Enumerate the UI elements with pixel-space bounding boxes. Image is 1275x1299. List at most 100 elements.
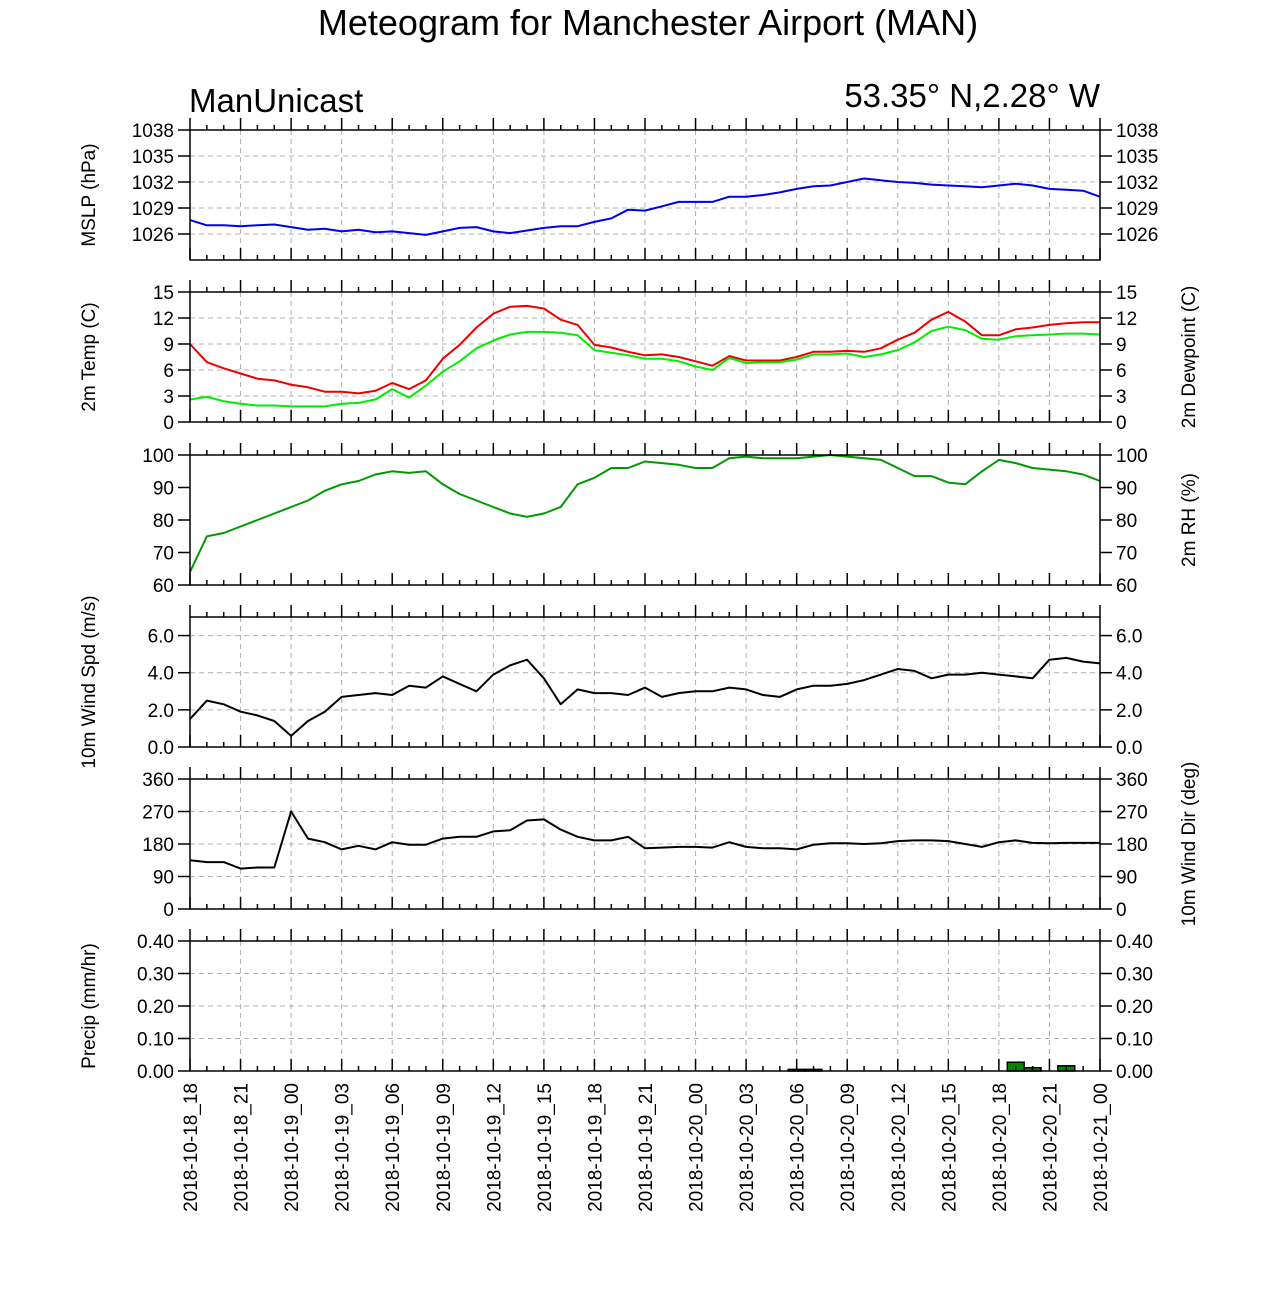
y-axis-title-right: 2m Dewpoint (C) (1179, 286, 1200, 429)
y-tick-label-left: 100 (142, 446, 174, 467)
y-tick-label-left: 90 (153, 868, 174, 889)
y-tick-label-left: 70 (153, 544, 174, 565)
series-line-temperature-1 (189, 325, 1101, 408)
panel-wind-direction: 0 0 90 90 180 180 270 270 360 360 10m Wind Dir (de… (142, 762, 1200, 927)
series-line-mslp-0 (189, 177, 1101, 236)
time-axis-label: 2018-10-19_09 (434, 1083, 455, 1212)
station-coordinates-label: 53.35° N,2.28° W (844, 77, 1101, 114)
panel-mslp: 1026 1026 1029 1029 1032 1032 1035 1035 1038 1038… (79, 118, 1158, 261)
y-axis-title-left: 10m Wind Spd (m/s) (79, 595, 100, 768)
y-tick-label-left: 90 (153, 479, 174, 500)
y-tick-label-right: 0.30 (1116, 965, 1153, 986)
y-tick-label-left: 6 (163, 361, 174, 382)
panel-wind-speed: 0.0 0.0 2.0 2.0 4.0 4.0 6.0 6.0 10m Wind Spd (m/… (79, 595, 1142, 768)
panel-temperature: 0 0 3 3 6 6 9 9 12 12 15 15 2m Temp (C) 2m Dewpoint (… (79, 280, 1200, 434)
y-tick-label-right: 0 (1116, 413, 1127, 434)
time-axis-label: 2018-10-20_09 (838, 1083, 859, 1212)
time-axis-label: 2018-10-19_03 (333, 1083, 354, 1212)
y-tick-label-left: 4.0 (148, 664, 174, 685)
time-axis-label: 2018-10-21_00 (1091, 1083, 1112, 1212)
y-tick-label-right: 2.0 (1116, 701, 1142, 722)
time-axis-label: 2018-10-20_06 (788, 1083, 809, 1212)
y-tick-label-left: 0.30 (137, 965, 174, 986)
time-axis-label: 2018-10-20_18 (990, 1083, 1011, 1212)
y-tick-label-left: 12 (153, 309, 174, 330)
y-tick-label-right: 1038 (1116, 121, 1158, 142)
y-tick-label-right: 1032 (1116, 173, 1158, 194)
y-tick-label-left: 80 (153, 511, 174, 532)
y-tick-label-right: 0.10 (1116, 1030, 1153, 1051)
chart-title: Meteogram for Manchester Airport (MAN) (318, 2, 978, 43)
y-tick-label-right: 0.00 (1116, 1062, 1153, 1083)
panel-precip: 0.00 0.00 0.10 0.10 0.20 0.20 0.30 0.30 0.40 0.40… (79, 929, 1153, 1083)
y-tick-label-right: 60 (1116, 576, 1137, 597)
y-tick-label-left: 270 (142, 803, 174, 824)
time-axis-label: 2018-10-19_00 (282, 1083, 303, 1212)
y-tick-label-right: 4.0 (1116, 664, 1142, 685)
y-tick-label-right: 100 (1116, 446, 1148, 467)
y-axis-title-left: Precip (mm/hr) (79, 943, 100, 1069)
time-axis-labels: 2018-10-18_18 2018-10-18_21 2018-10-19_00 2… (181, 1083, 1112, 1212)
y-tick-label-left: 15 (153, 283, 174, 304)
y-tick-label-left: 1035 (132, 147, 174, 168)
y-axis-title-right: 2m RH (%) (1179, 473, 1200, 567)
y-tick-label-left: 1029 (132, 199, 174, 220)
y-tick-label-right: 1035 (1116, 147, 1158, 168)
y-tick-label-right: 1026 (1116, 225, 1158, 246)
time-axis-label: 2018-10-20_00 (687, 1083, 708, 1212)
y-tick-label-right: 1029 (1116, 199, 1158, 220)
y-tick-label-right: 0.0 (1116, 738, 1142, 759)
time-axis-label: 2018-10-20_15 (939, 1083, 960, 1212)
y-tick-label-right: 0.40 (1116, 932, 1153, 953)
y-tick-label-left: 0.20 (137, 997, 174, 1018)
y-tick-label-left: 9 (163, 335, 174, 356)
time-axis-label: 2018-10-19_12 (484, 1083, 505, 1212)
time-axis-label: 2018-10-18_18 (181, 1083, 202, 1212)
y-tick-label-right: 6.0 (1116, 627, 1142, 648)
y-tick-label-left: 3 (163, 387, 174, 408)
y-tick-label-left: 6.0 (148, 627, 174, 648)
y-tick-label-left: 0.10 (137, 1030, 174, 1051)
time-axis-label: 2018-10-19_15 (535, 1083, 556, 1212)
series-line-rh-0 (189, 454, 1101, 573)
y-axis-title-left: MSLP (hPa) (79, 143, 100, 246)
panel-rh: 60 60 70 70 80 80 90 90 100 100 2m RH (%) (142, 443, 1200, 597)
station-name-label: ManUnicast (189, 82, 363, 119)
y-tick-label-left: 1032 (132, 173, 174, 194)
y-tick-label-right: 0.20 (1116, 997, 1153, 1018)
y-tick-label-right: 70 (1116, 544, 1137, 565)
y-tick-label-left: 180 (142, 835, 174, 856)
time-axis-label: 2018-10-18_21 (232, 1083, 253, 1212)
time-axis-label: 2018-10-19_06 (383, 1083, 404, 1212)
y-tick-label-left: 0 (163, 413, 174, 434)
y-tick-label-left: 360 (142, 770, 174, 791)
time-axis-label: 2018-10-19_18 (585, 1083, 606, 1212)
y-tick-label-left: 1038 (132, 121, 174, 142)
y-tick-label-right: 3 (1116, 387, 1127, 408)
y-tick-label-right: 6 (1116, 361, 1127, 382)
y-tick-label-right: 90 (1116, 868, 1137, 889)
y-tick-label-left: 60 (153, 576, 174, 597)
y-tick-label-left: 0.40 (137, 932, 174, 953)
y-tick-label-right: 270 (1116, 803, 1148, 824)
y-tick-label-right: 360 (1116, 770, 1148, 791)
series-line-temperature-0 (189, 304, 1100, 395)
y-tick-label-right: 15 (1116, 283, 1137, 304)
y-axis-title-left: 2m Temp (C) (79, 302, 100, 411)
time-axis-label: 2018-10-20_21 (1040, 1083, 1061, 1212)
time-axis-label: 2018-10-20_03 (737, 1083, 758, 1212)
y-tick-label-right: 12 (1116, 309, 1137, 330)
series-line-wind-speed-0 (189, 656, 1101, 737)
panel-frame (189, 454, 1101, 586)
y-tick-label-left: 0.0 (148, 738, 174, 759)
panels-group: 1026 1026 1029 1029 1032 1032 1035 1035 1038 1038… (79, 118, 1200, 1083)
y-tick-label-left: 0.00 (137, 1062, 174, 1083)
y-tick-label-right: 90 (1116, 479, 1137, 500)
time-axis-label: 2018-10-19_21 (636, 1083, 657, 1212)
y-tick-label-right: 80 (1116, 511, 1137, 532)
y-tick-label-right: 180 (1116, 835, 1148, 856)
series-line-wind-direction-0 (189, 810, 1100, 870)
y-tick-label-left: 0 (163, 900, 174, 921)
y-tick-label-left: 2.0 (148, 701, 174, 722)
